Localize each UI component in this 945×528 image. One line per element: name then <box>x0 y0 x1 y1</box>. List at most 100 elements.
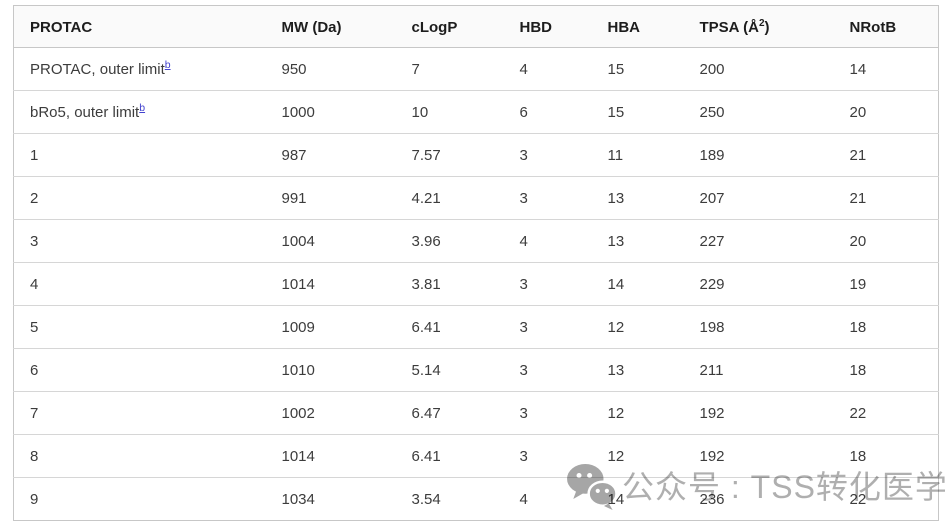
cell-mw: 1002 <box>265 391 396 435</box>
header-label: TPSA (Å <box>699 18 759 36</box>
cell-nrotb: 18 <box>833 348 939 392</box>
cell-hbd: 3 <box>503 305 592 349</box>
cell-protac: 9 <box>13 477 266 521</box>
cell-hba: 13 <box>591 348 684 392</box>
table-row: 5 1009 6.41 3 12 198 18 <box>13 305 939 349</box>
column-header-hba: HBA <box>591 5 684 48</box>
cell-tpsa: 211 <box>683 348 834 392</box>
column-header-mw: MW (Da) <box>265 5 396 48</box>
cell-protac: bRo5, outer limitb <box>13 90 266 134</box>
cell-tpsa: 250 <box>683 90 834 134</box>
table-row: 4 1014 3.81 3 14 229 19 <box>13 262 939 306</box>
cell-protac: 4 <box>13 262 266 306</box>
cell-protac: 5 <box>13 305 266 349</box>
cell-mw: 1014 <box>265 262 396 306</box>
cell-hba: 14 <box>591 262 684 306</box>
cell-clogp: 6.41 <box>395 434 504 478</box>
cell-tpsa: 189 <box>683 133 834 177</box>
table-body: PROTAC, outer limitb 950 7 4 15 200 14 b… <box>13 48 939 521</box>
cell-protac: 1 <box>13 133 266 177</box>
table-row: 6 1010 5.14 3 13 211 18 <box>13 348 939 392</box>
cell-mw: 950 <box>281 60 307 78</box>
column-header-clogp: cLogP <box>395 5 504 48</box>
column-header-nrotb: NRotB <box>833 5 939 48</box>
cell-clogp: 10 <box>395 90 504 134</box>
cell-mw: 1010 <box>265 348 396 392</box>
table-row: 3 1004 3.96 4 13 227 20 <box>13 219 939 263</box>
cell-protac: 8 <box>13 434 266 478</box>
cell-nrotb: 21 <box>833 176 939 220</box>
row-label: 8 <box>30 447 39 465</box>
row-label: 7 <box>30 404 39 422</box>
protac-properties-table: PROTAC MW (Da) cLogP HBD HBA TPSA (Å2) N… <box>13 5 939 521</box>
table-header: PROTAC MW (Da) cLogP HBD HBA TPSA (Å2) N… <box>13 5 939 48</box>
cell-hba: 12 <box>591 434 684 478</box>
row-label: bRo5, outer limit <box>30 103 140 121</box>
cell-hbd: 4 <box>503 477 592 521</box>
row-label: PROTAC, outer limit <box>30 60 165 78</box>
header-label: PROTAC <box>30 18 93 36</box>
cell-hbd: 3 <box>503 133 592 177</box>
header-label: MW (Da) <box>281 18 342 36</box>
header-label-post: ) <box>764 18 770 36</box>
table-row: 7 1002 6.47 3 12 192 22 <box>13 391 939 435</box>
cell-tpsa: 207 <box>683 176 834 220</box>
cell-clogp: 7 <box>411 60 420 78</box>
footnote-b-link[interactable]: b <box>164 58 171 71</box>
cell-mw: 1004 <box>265 219 396 263</box>
header-label: cLogP <box>411 18 458 36</box>
cell-hba: 15 <box>607 60 625 78</box>
cell-nrotb: 20 <box>833 90 939 134</box>
row-label: 2 <box>30 189 39 207</box>
cell-clogp: 3.96 <box>395 219 504 263</box>
cell-mw: 991 <box>265 176 396 220</box>
cell-clogp: 7.57 <box>395 133 504 177</box>
row-label: 6 <box>30 361 39 379</box>
header-label: HBD <box>519 18 553 36</box>
column-header-hbd: HBD <box>503 5 592 48</box>
row-label: 5 <box>30 318 39 336</box>
cell-nrotb: 22 <box>833 391 939 435</box>
cell-hba: 14 <box>591 477 684 521</box>
cell-hbd: 4 <box>519 60 528 78</box>
cell-tpsa: 229 <box>683 262 834 306</box>
cell-nrotb: 18 <box>833 434 939 478</box>
cell-tpsa: 192 <box>683 391 834 435</box>
cell-nrotb: 21 <box>833 133 939 177</box>
cell-protac: 3 <box>13 219 266 263</box>
footnote-b-link[interactable]: b <box>139 101 146 114</box>
cell-protac: PROTAC, outer limitb <box>14 48 266 91</box>
cell-tpsa: 200 <box>699 60 725 78</box>
cell-hbd: 6 <box>503 90 592 134</box>
cell-hbd: 4 <box>503 219 592 263</box>
table-row: 9 1034 3.54 4 14 236 22 <box>13 477 939 521</box>
cell-mw: 1034 <box>265 477 396 521</box>
column-header-protac: PROTAC <box>13 5 266 48</box>
cell-nrotb: 18 <box>833 305 939 349</box>
cell-clogp: 5.14 <box>395 348 504 392</box>
cell-tpsa: 236 <box>683 477 834 521</box>
cell-hbd: 3 <box>503 434 592 478</box>
cell-nrotb: 19 <box>833 262 939 306</box>
cell-hbd: 3 <box>503 391 592 435</box>
cell-clogp: 6.47 <box>395 391 504 435</box>
cell-nrotb: 20 <box>833 219 939 263</box>
table-row: bRo5, outer limitb 1000 10 6 15 250 20 <box>13 90 939 134</box>
header-sup: 2 <box>758 17 765 29</box>
table-row: 2 991 4.21 3 13 207 21 <box>13 176 939 220</box>
cell-mw: 1009 <box>265 305 396 349</box>
header-label: HBA <box>607 18 641 36</box>
cell-hba: 13 <box>591 219 684 263</box>
row-label: 9 <box>30 490 39 508</box>
column-header-tpsa: TPSA (Å2) <box>683 5 834 48</box>
table-row: 8 1014 6.41 3 12 192 18 <box>13 434 939 478</box>
cell-mw: 987 <box>265 133 396 177</box>
cell-clogp: 3.54 <box>395 477 504 521</box>
row-label: 3 <box>30 232 39 250</box>
cell-mw: 1000 <box>265 90 396 134</box>
header-row: PROTAC MW (Da) cLogP HBD HBA TPSA (Å2) N… <box>13 5 939 48</box>
row-label: 1 <box>30 146 39 164</box>
table-row: PROTAC, outer limitb 950 7 4 15 200 14 <box>14 48 939 91</box>
cell-mw: 1014 <box>265 434 396 478</box>
